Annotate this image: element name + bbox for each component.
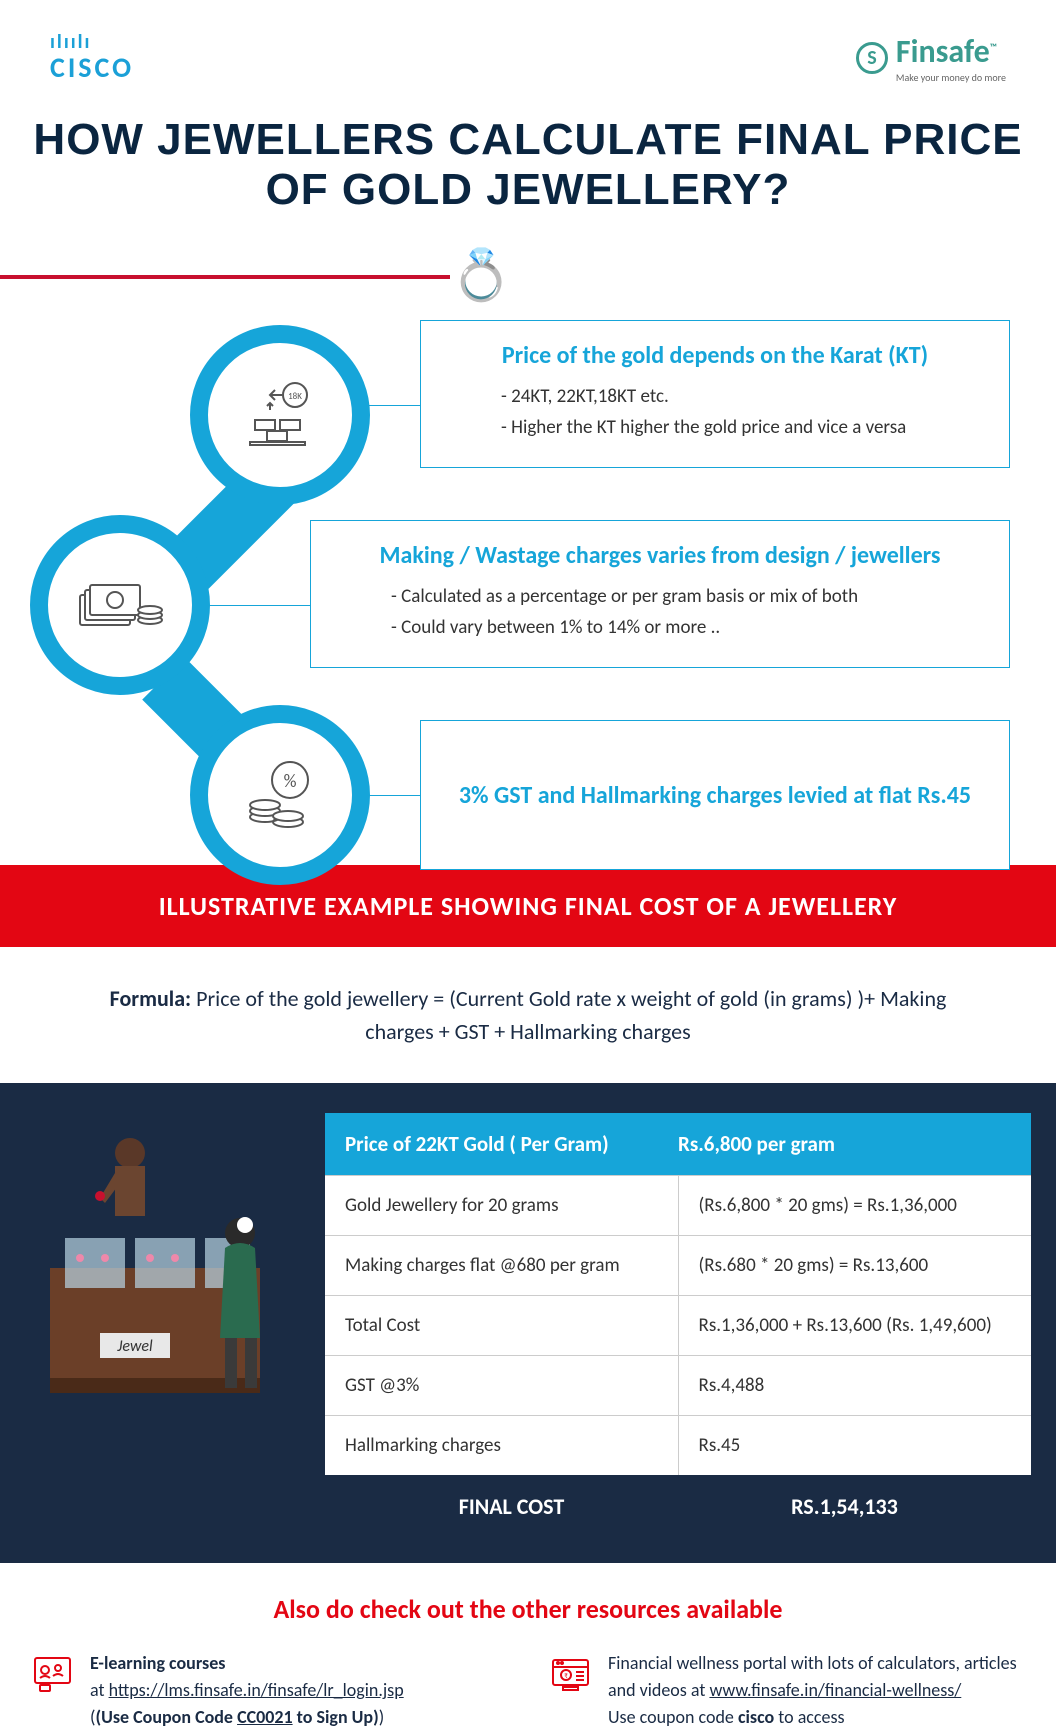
- box-title: 3% GST and Hallmarking charges levied at…: [459, 781, 971, 810]
- karat-icon: 18K: [190, 325, 370, 505]
- res-heading: E-learning courses: [90, 1652, 225, 1674]
- svg-text:Jewel: Jewel: [116, 1337, 153, 1356]
- td-value: Rs.4,488: [679, 1356, 1032, 1415]
- box-title: Price of the gold depends on the Karat (…: [451, 341, 979, 370]
- finsafe-icon: S: [856, 42, 888, 74]
- td-value: (Rs.680 * 20 gms) = Rs.13,600: [679, 1236, 1032, 1295]
- final-cost-row: FINAL COST RS.1,54,133: [325, 1475, 1031, 1538]
- th-left: Price of 22KT Gold ( Per Gram): [345, 1131, 678, 1157]
- td-label: Gold Jewellery for 20 grams: [325, 1176, 679, 1235]
- final-label: FINAL COST: [345, 1493, 678, 1520]
- example-banner: ILLUSTRATIVE EXAMPLE SHOWING FINAL COST …: [0, 865, 1056, 947]
- td-value: Rs.1,36,000 + Rs.13,600 (Rs. 1,49,600): [679, 1296, 1032, 1355]
- td-label: Total Cost: [325, 1296, 679, 1355]
- rings-icon: 💍: [450, 245, 512, 306]
- portal-icon: ₹: [548, 1650, 593, 1695]
- resources-section: E-learning courses at https://lms.finsaf…: [0, 1650, 1056, 1731]
- svg-text:₹: ₹: [564, 1671, 568, 1680]
- portal-link[interactable]: www.finsafe.in/financial-wellness/: [709, 1679, 961, 1701]
- elearning-icon: [30, 1650, 75, 1695]
- td-label: Hallmarking charges: [325, 1416, 679, 1475]
- list-item: 24KT, 22KT,18KT etc.: [501, 385, 979, 408]
- red-line: [0, 275, 450, 279]
- elearning-link[interactable]: https://lms.finsafe.in/finsafe/lr_login.…: [109, 1679, 404, 1701]
- price-table: Price of 22KT Gold ( Per Gram) Rs.6,800 …: [325, 1113, 1031, 1538]
- factor-karat-box: Price of the gold depends on the Karat (…: [420, 320, 1010, 468]
- td-label: GST @3%: [325, 1356, 679, 1415]
- res-coupon-suffix: to access: [774, 1706, 844, 1728]
- formula-body: Price of the gold jewellery = (Current G…: [196, 985, 946, 1045]
- table-row: GST @3%Rs.4,488: [325, 1355, 1031, 1415]
- connector-line: [360, 795, 420, 796]
- resource-text: E-learning courses at https://lms.finsaf…: [90, 1650, 404, 1731]
- box-list: 24KT, 22KT,18KT etc. Higher the KT highe…: [451, 385, 979, 439]
- formula-label: Formula:: [110, 985, 192, 1012]
- list-item: Could vary between 1% to 14% or more ..: [391, 616, 979, 639]
- finsafe-text: Finsafe™ Make your money do more: [896, 32, 1006, 84]
- resource-elearning: E-learning courses at https://lms.finsaf…: [30, 1650, 508, 1731]
- cisco-text: CISCO: [50, 50, 134, 85]
- table-header: Price of 22KT Gold ( Per Gram) Rs.6,800 …: [325, 1113, 1031, 1175]
- finsafe-name: Finsafe: [896, 32, 990, 71]
- res-prefix: at: [90, 1679, 109, 1701]
- list-item: Calculated as a percentage or per gram b…: [391, 585, 979, 608]
- box-list: Calculated as a percentage or per gram b…: [341, 585, 979, 639]
- factors-section: 18K % Price of the gold depends on the K…: [0, 305, 1056, 865]
- th-right: Rs.6,800 per gram: [678, 1131, 1011, 1157]
- connector-line: [360, 405, 420, 406]
- table-row: Making charges flat @680 per gram(Rs.680…: [325, 1235, 1031, 1295]
- coupon-code: cisco: [738, 1706, 774, 1728]
- td-value: Rs.45: [679, 1416, 1032, 1475]
- res-coupon-suffix: to Sign Up): [293, 1706, 379, 1728]
- svg-text:%: %: [284, 770, 297, 792]
- svg-text:18K: 18K: [288, 391, 302, 402]
- coupon-code: CC0021: [237, 1706, 293, 1728]
- divider: 💍: [0, 245, 1056, 305]
- resource-text: Financial wellness portal with lots of c…: [608, 1650, 1026, 1731]
- table-row: Total CostRs.1,36,000 + Rs.13,600 (Rs. 1…: [325, 1295, 1031, 1355]
- finsafe-tagline: Make your money do more: [896, 71, 1006, 84]
- formula-text: Formula: Price of the gold jewellery = (…: [0, 947, 1056, 1083]
- header: ılıılı CISCO S Finsafe™ Make your money …: [0, 0, 1056, 105]
- example-panel: Jewel Price of 22KT Gold ( Per Gram) Rs.…: [0, 1083, 1056, 1563]
- td-label: Making charges flat @680 per gram: [325, 1236, 679, 1295]
- list-item: Higher the KT higher the gold price and …: [501, 416, 979, 439]
- cisco-logo: ılıılı CISCO: [50, 30, 134, 85]
- factor-gst-box: 3% GST and Hallmarking charges levied at…: [420, 720, 1010, 870]
- resources-title: Also do check out the other resources av…: [0, 1593, 1056, 1625]
- money-icon: [30, 515, 210, 695]
- finsafe-logo: S Finsafe™ Make your money do more: [856, 32, 1006, 84]
- res-coupon-prefix: Use coupon code: [608, 1706, 738, 1728]
- factor-making-box: Making / Wastage charges varies from des…: [310, 520, 1010, 668]
- res-coupon-prefix: (Use Coupon Code: [95, 1706, 237, 1728]
- percent-icon: %: [190, 705, 370, 885]
- box-title: Making / Wastage charges varies from des…: [341, 541, 979, 570]
- finsafe-tm: ™: [990, 40, 997, 53]
- resource-portal: ₹ Financial wellness portal with lots of…: [548, 1650, 1026, 1731]
- connector-line: [200, 605, 310, 606]
- page-title: HOW JEWELLERS CALCULATE FINAL PRICE OF G…: [0, 115, 1056, 215]
- jewellery-shop-icon: Jewel: [25, 1113, 305, 1433]
- table-row: Hallmarking chargesRs.45: [325, 1415, 1031, 1475]
- table-row: Gold Jewellery for 20 grams(Rs.6,800 * 2…: [325, 1175, 1031, 1235]
- final-value: RS.1,54,133: [678, 1493, 1011, 1520]
- td-value: (Rs.6,800 * 20 gms) = Rs.1,36,000: [679, 1176, 1032, 1235]
